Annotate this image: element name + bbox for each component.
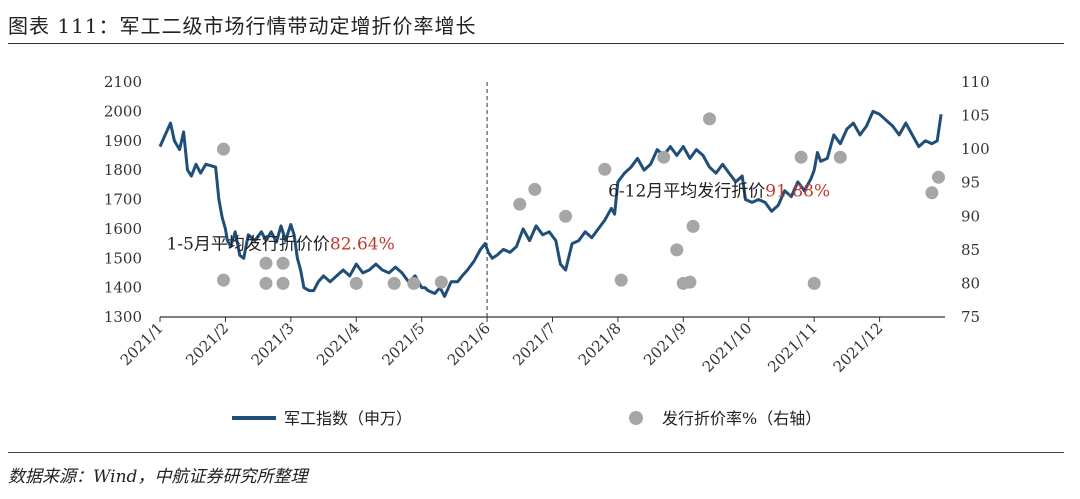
scatter-layer [217,112,945,290]
discount-rate-point [276,276,290,290]
right-tick-label: 105 [961,107,990,125]
discount-rate-point [703,112,716,126]
line-layer [158,109,943,298]
x-tick-label: 2021/6 [444,319,494,369]
right-tick-label: 80 [961,274,980,292]
x-tick-label: 2021/9 [640,319,690,369]
legend: 军工指数（申万） 发行折价率%（右轴） [232,409,821,428]
legend-label-line: 军工指数（申万） [284,409,412,428]
x-tick-label: 2021/3 [248,319,298,369]
discount-rate-point [794,150,808,164]
discount-rate-point [513,197,527,211]
x-tick-label: 2021/2 [182,319,232,369]
discount-rate-point [683,275,697,289]
annotation-value: 91.88% [765,182,830,202]
x-tick-label: 2021/7 [509,319,559,369]
discount-rate-point [407,276,421,290]
discount-rate-point [559,209,573,223]
left-tick-label: 1800 [104,161,142,179]
right-tick-label: 95 [961,174,980,192]
right-tick-label: 100 [961,140,990,158]
legend-swatch-dot [629,411,643,425]
legend-label-scatter: 发行折价率%（右轴） [662,409,821,428]
title-divider [8,43,1064,44]
annotation-layer: 1-5月平均发行折价价82.64% 6-12月平均发行折价91.88% [167,182,831,255]
x-tick-label: 2021/1 [117,319,167,369]
discount-rate-point [434,275,448,289]
source-note: 数据来源：Wind，中航证券研究所整理 [8,467,308,487]
discount-rate-point [259,256,273,270]
discount-rate-point [807,276,821,290]
discount-rate-point [925,186,939,200]
discount-rate-point [598,162,612,176]
left-tick-label: 1500 [104,249,142,267]
x-tick-label: 2021/10 [699,319,756,376]
right-tick-label: 110 [961,73,990,91]
annotation-label: 6-12月平均发行折价 [608,182,765,202]
left-tick-label: 1400 [104,279,142,297]
x-tick-label: 2021/5 [378,319,428,369]
x-tick-label: 2021/12 [830,319,887,376]
discount-rate-point [657,150,671,164]
x-tick-label: 2021/8 [575,319,625,369]
average-discount-annotation: 1-5月平均发行折价价82.64% [167,234,395,254]
discount-rate-point [614,273,628,287]
chart: 1300 1400 1500 1600 1700 1800 1900 2000 2100 75 80… [104,73,990,428]
right-tick-label: 90 [961,207,980,225]
left-tick-label: 1700 [104,191,142,209]
footer-divider [8,452,1064,453]
discount-rate-point [387,276,401,290]
discount-rate-point [833,150,847,164]
discount-rate-point [259,276,273,290]
discount-rate-point [686,219,700,233]
series-line-military-index [158,109,943,298]
left-tick-label: 2000 [104,102,142,120]
left-tick-label: 1900 [104,132,142,150]
discount-rate-point [349,276,363,290]
discount-rate-point [670,243,684,257]
right-tick-label: 85 [961,241,980,259]
average-discount-annotation: 6-12月平均发行折价91.88% [608,182,830,202]
left-tick-label: 1300 [104,308,142,326]
discount-rate-point [276,256,290,270]
left-tick-label: 2100 [104,73,142,91]
right-tick-label: 75 [961,308,980,326]
x-tick-label: 2021/4 [313,319,363,369]
discount-rate-point [217,142,230,156]
left-tick-label: 1600 [104,220,142,238]
x-tick-label: 2021/11 [764,319,821,376]
axes: 1300 1400 1500 1600 1700 1800 1900 2000 2100 75 80… [104,73,990,376]
discount-rate-point [932,170,945,184]
annotation-value: 82.64% [330,234,395,254]
discount-rate-point [528,182,542,196]
chart-title: 图表 111：军工二级市场行情带动定增折价率增长 [8,14,477,38]
discount-rate-point [217,273,230,287]
annotation-label: 1-5月平均发行折价价 [167,234,330,254]
